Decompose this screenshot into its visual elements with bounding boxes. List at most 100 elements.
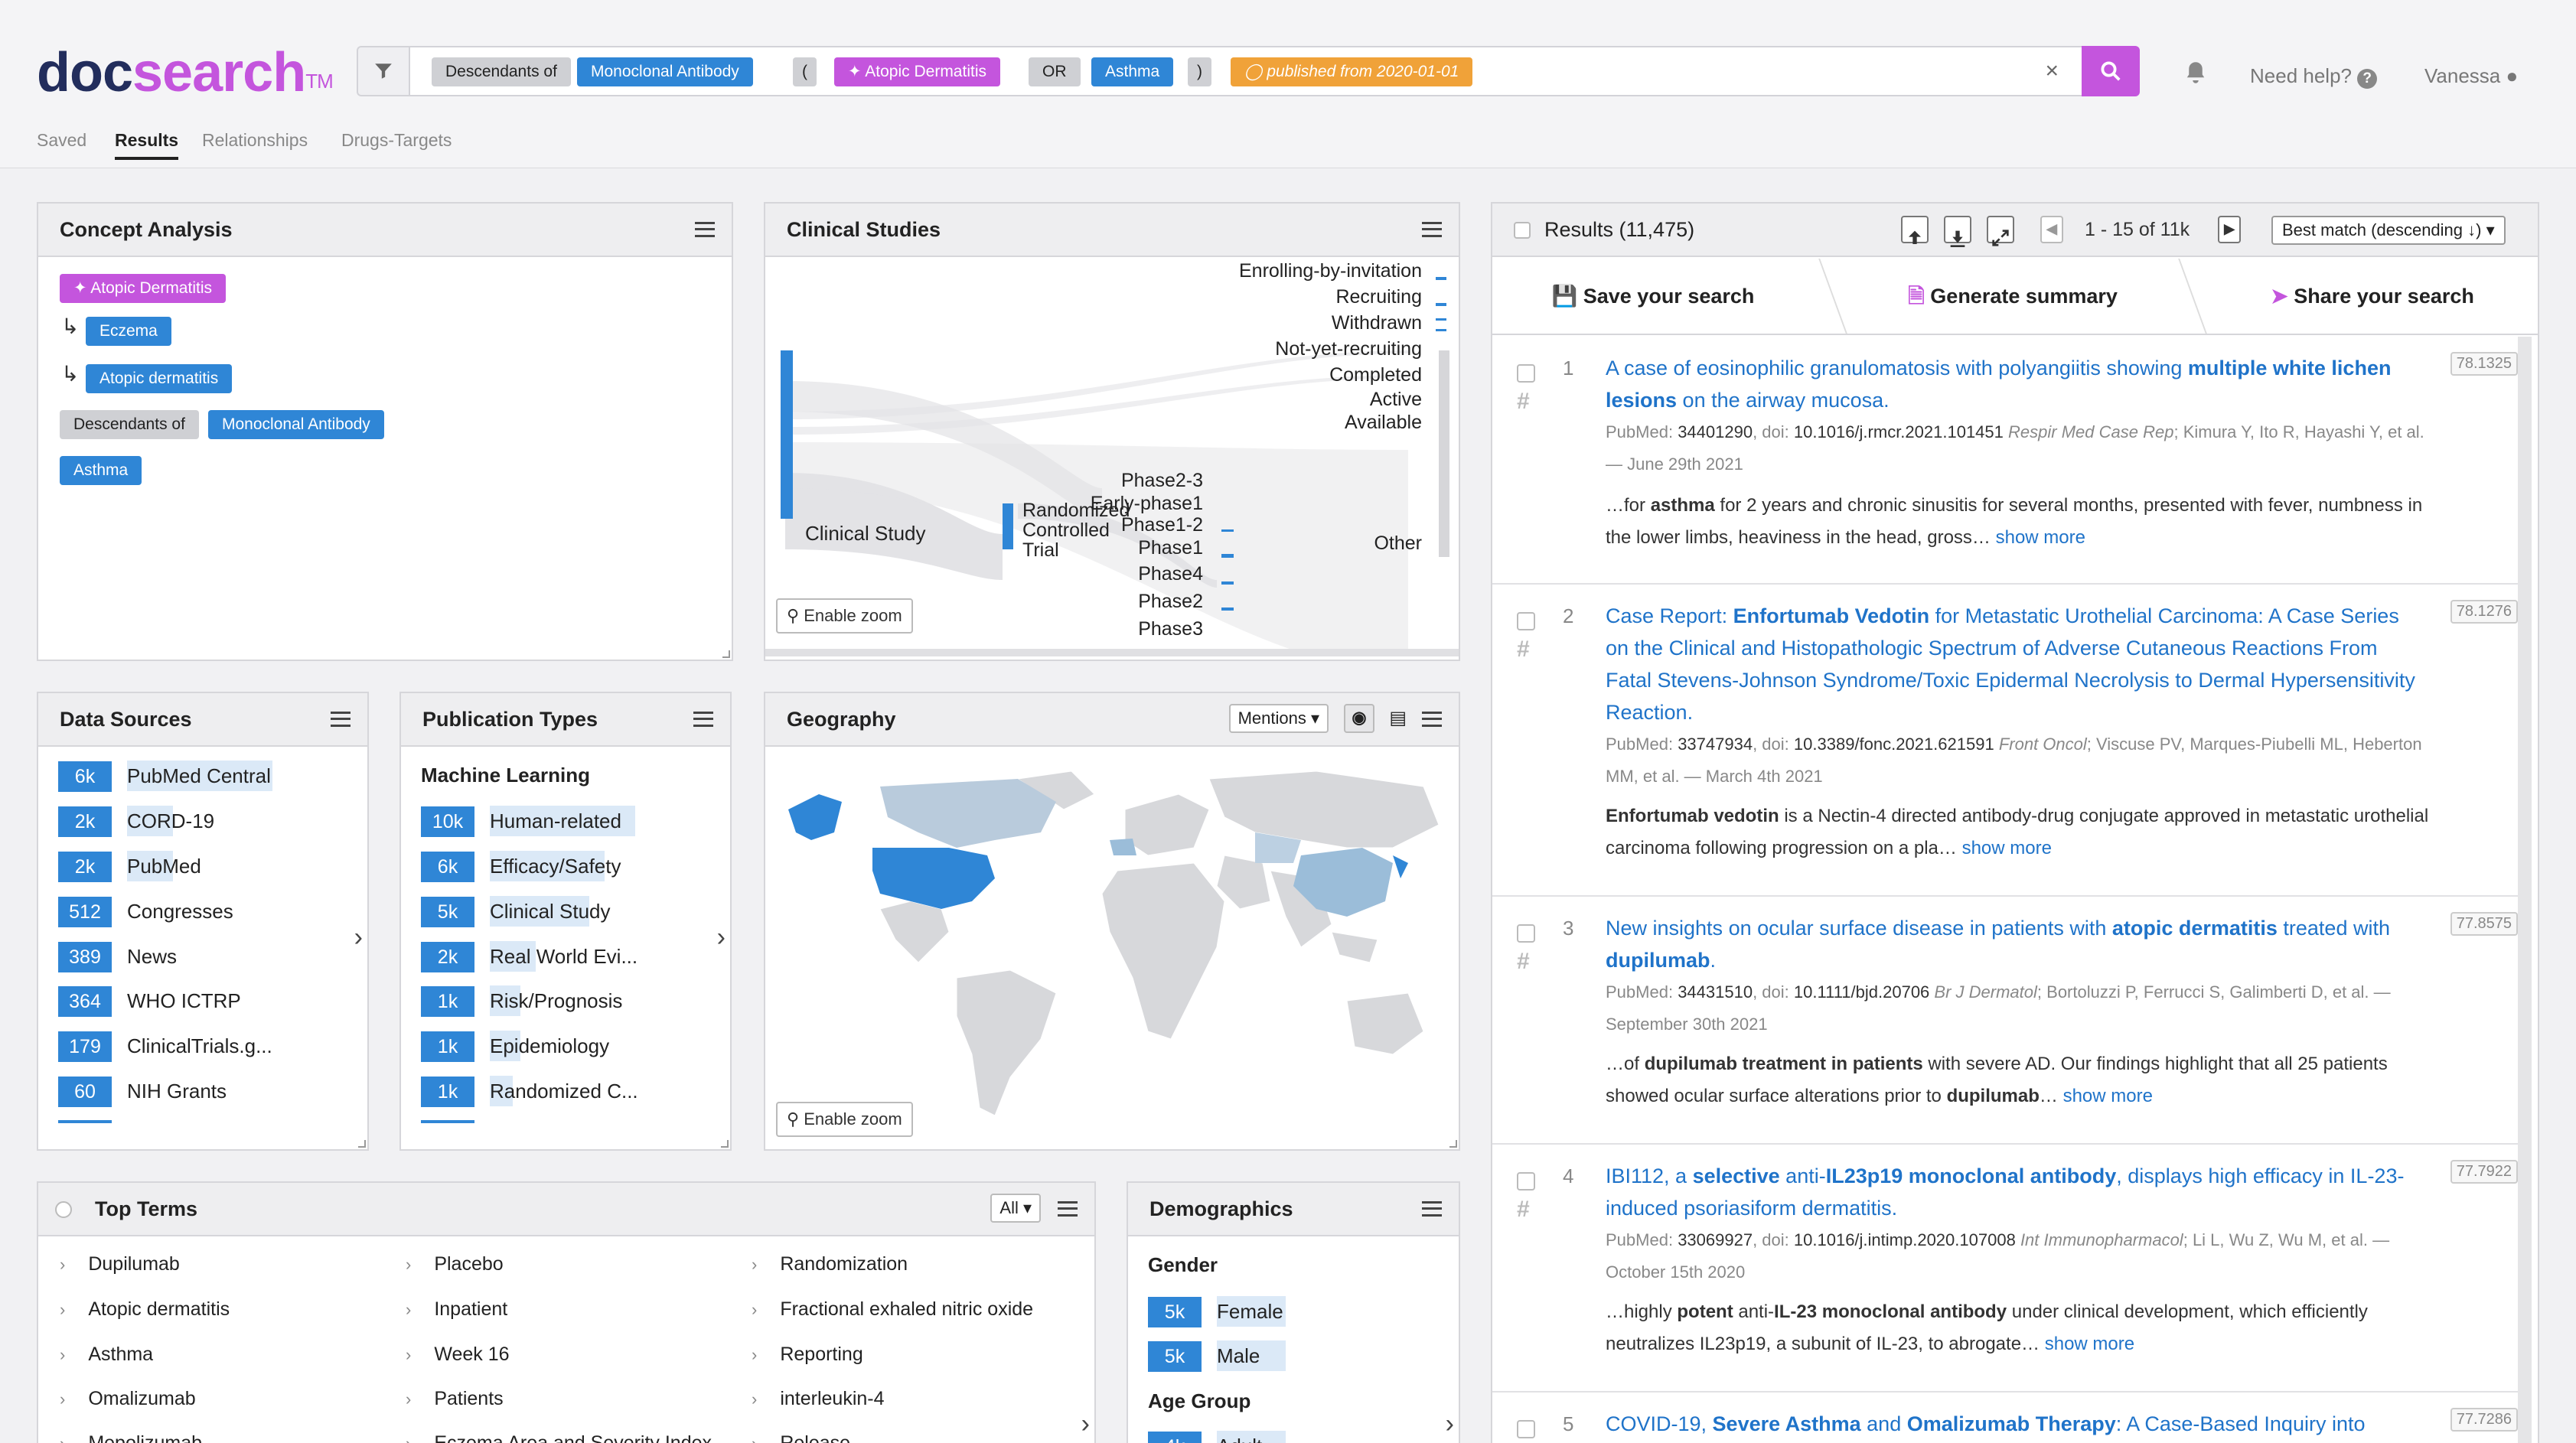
source-row[interactable]: 512 Congresses — [58, 896, 233, 927]
chip-atopic-dermatitis[interactable]: ✦ Atopic Dermatitis — [834, 57, 1000, 86]
share-search-button[interactable]: ➤ Share your search — [2271, 285, 2474, 308]
chevron-right-icon[interactable]: › — [1081, 1409, 1090, 1438]
result-checkbox[interactable] — [1517, 612, 1535, 630]
chip-monoclonal-antibody[interactable]: Monoclonal Antibody — [577, 57, 753, 86]
pubtype-row[interactable]: 2k Real World Evi... — [421, 941, 637, 972]
result-title-link[interactable]: New insights on ocular surface disease i… — [1606, 917, 2390, 972]
term-item[interactable]: › interleukin-4 — [752, 1388, 885, 1409]
chip-close-paren[interactable]: ) — [1188, 57, 1211, 86]
show-more-link[interactable]: show more — [1995, 527, 2085, 548]
next-page-icon[interactable]: ▶ — [2218, 216, 2241, 243]
source-row[interactable]: 389 News — [58, 941, 184, 972]
source-row[interactable]: 2k PubMed — [58, 851, 201, 882]
term-item[interactable]: › Inpatient — [406, 1298, 508, 1320]
concept-tag-descendants-of[interactable]: Descendants of — [60, 410, 199, 439]
term-item[interactable]: › Reporting — [752, 1344, 863, 1365]
hashtag-icon[interactable]: # — [1517, 949, 1530, 974]
show-more-link[interactable]: show more — [2062, 1086, 2153, 1106]
tab-results[interactable]: Results — [115, 130, 179, 160]
term-item[interactable]: ›Release — [752, 1432, 851, 1443]
expand-icon[interactable] — [1987, 216, 2014, 246]
pubtype-row[interactable]: 1k Epidemiology — [421, 1031, 609, 1062]
hashtag-icon[interactable]: # — [1517, 389, 1530, 414]
docsearch-logo[interactable]: docsearchTM — [37, 42, 334, 103]
result-checkbox[interactable] — [1517, 924, 1535, 943]
select-all-checkbox[interactable] — [1514, 222, 1531, 239]
chip-asthma[interactable]: Asthma — [1091, 57, 1174, 86]
result-checkbox[interactable] — [1517, 1420, 1535, 1438]
source-row[interactable]: 6k PubMed Central — [58, 761, 272, 792]
menu-icon[interactable] — [1058, 1201, 1078, 1217]
enable-zoom-button[interactable]: ⚲ Enable zoom — [776, 598, 913, 634]
hashtag-icon[interactable]: # — [1517, 637, 1530, 662]
result-checkbox[interactable] — [1517, 364, 1535, 383]
concept-tag-asthma[interactable]: Asthma — [60, 456, 142, 485]
source-row[interactable]: 179 ClinicalTrials.g... — [58, 1031, 280, 1062]
sort-dropdown[interactable]: Best match (descending ↓) ▾ — [2271, 216, 2506, 245]
show-more-link[interactable]: show more — [1961, 838, 2052, 858]
menu-icon[interactable] — [693, 712, 713, 727]
result-title-link[interactable]: IBI112, a selective anti-IL23p19 monoclo… — [1606, 1164, 2405, 1220]
terms-filter-dropdown[interactable]: All ▾ — [990, 1194, 1041, 1223]
term-item[interactable]: › Dupilumab — [60, 1253, 180, 1275]
term-item[interactable]: › Omalizumab — [60, 1388, 196, 1409]
menu-icon[interactable] — [331, 712, 351, 727]
search-query-box[interactable]: Descendants of Monoclonal Antibody ( ✦ A… — [410, 46, 2083, 96]
source-row[interactable]: 364 WHO ICTRP — [58, 985, 249, 1017]
menu-icon[interactable] — [1422, 712, 1442, 727]
chevron-right-icon[interactable]: › — [354, 923, 363, 952]
enable-zoom-button[interactable]: ⚲ Enable zoom — [776, 1102, 913, 1137]
prev-page-icon[interactable]: ◀ — [2040, 216, 2063, 243]
pubtype-row[interactable]: 1k Risk/Prognosis — [421, 985, 622, 1017]
filter-button[interactable] — [357, 46, 410, 96]
download-icon[interactable] — [1944, 216, 1971, 247]
resize-handle[interactable] — [358, 1140, 366, 1148]
globe-icon[interactable]: ◉ — [1344, 704, 1374, 733]
term-item[interactable]: › Randomization — [752, 1253, 908, 1275]
resize-handle[interactable] — [721, 1140, 729, 1148]
search-button[interactable] — [2082, 46, 2140, 96]
pubtype-row[interactable]: 6k Efficacy/Safety — [421, 851, 621, 882]
pubtype-row[interactable]: 10k Human-related — [421, 806, 635, 837]
term-item[interactable]: › Patients — [406, 1388, 504, 1409]
menu-icon[interactable] — [695, 222, 715, 237]
tab-drugs-targets[interactable]: Drugs-Targets — [341, 130, 452, 150]
tab-saved[interactable]: Saved — [37, 130, 87, 150]
concept-tag-atopic-dermatitis-child[interactable]: Atopic dermatitis — [86, 364, 233, 393]
chip-or[interactable]: OR — [1029, 57, 1081, 86]
concept-tag-eczema[interactable]: Eczema — [86, 317, 171, 346]
table-view-icon[interactable]: ▤ — [1389, 708, 1407, 728]
user-menu[interactable]: Vanessa ● — [2424, 64, 2519, 87]
upload-icon[interactable] — [1901, 216, 1929, 244]
scrollbar[interactable] — [2518, 337, 2532, 1443]
term-item[interactable]: › Placebo — [406, 1253, 504, 1275]
result-title-link[interactable]: A case of eosinophilic granulomatosis wi… — [1606, 357, 2392, 412]
term-item[interactable]: ›Eczema Area and Severity Index — [406, 1432, 712, 1443]
select-radio[interactable] — [55, 1201, 72, 1218]
concept-tag-atopic-dermatitis[interactable]: ✦ Atopic Dermatitis — [60, 274, 226, 303]
term-item[interactable]: › Asthma — [60, 1344, 154, 1365]
chevron-right-icon[interactable]: › — [716, 923, 726, 952]
source-row[interactable]: 2k CORD-19 — [58, 806, 214, 837]
mentions-dropdown[interactable]: Mentions ▾ — [1228, 704, 1329, 733]
generate-summary-button[interactable]: 🗎 Generate summary — [1908, 285, 2118, 308]
need-help-link[interactable]: Need help? ? — [2250, 64, 2378, 89]
resize-handle[interactable] — [1449, 1140, 1457, 1148]
term-item[interactable]: › Week 16 — [406, 1344, 510, 1365]
save-search-button[interactable]: 💾 Save your search — [1551, 285, 1755, 308]
resize-handle[interactable] — [722, 650, 730, 658]
chip-published-from[interactable]: ◯ published from 2020-01-01 — [1231, 57, 1473, 86]
term-item[interactable]: › Atopic dermatitis — [60, 1298, 230, 1320]
gender-row[interactable]: 5k Female — [1148, 1296, 1286, 1327]
clear-search-icon[interactable]: × — [2045, 58, 2059, 83]
chip-open-paren[interactable]: ( — [793, 57, 817, 86]
result-title-link[interactable]: Case Report: Enfortumab Vedotin for Meta… — [1606, 604, 2415, 724]
chevron-right-icon[interactable]: › — [1445, 1409, 1454, 1438]
pubtype-row[interactable]: 1k Randomized C... — [421, 1076, 638, 1107]
result-checkbox[interactable] — [1517, 1172, 1535, 1191]
chip-descendants-of[interactable]: Descendants of — [432, 57, 571, 86]
term-item[interactable]: ›Mepolizumab — [60, 1432, 203, 1443]
result-title-link[interactable]: COVID-19, Severe Asthma and Omalizumab T… — [1606, 1412, 2366, 1435]
pubtype-row[interactable]: 5k Clinical Study — [421, 896, 611, 927]
menu-icon[interactable] — [1422, 1201, 1442, 1217]
